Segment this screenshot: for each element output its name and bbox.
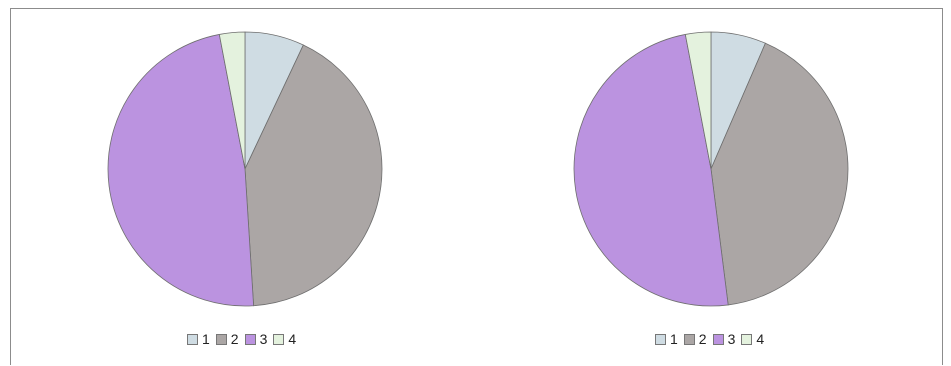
legend-label-3: 3 [259,331,268,347]
legend-label-1: 1 [670,331,678,347]
legend-label-1: 1 [202,331,210,347]
legend-swatch-4 [273,333,285,345]
chart-panel-right: 1 2 3 4 [477,8,943,365]
legend-label-4: 4 [756,331,765,347]
legend-item-1: 1 [655,331,678,347]
pie-slice-3 [573,33,729,307]
legend-swatch-2 [215,333,227,345]
legend-label-3: 3 [727,331,736,347]
legend-label-2: 2 [230,331,239,347]
pie-slice-2 [244,44,383,307]
legend-left: 1 2 3 4 [187,329,302,349]
legend-swatch-1 [655,333,666,345]
legend-swatch-1 [187,333,198,345]
legend-label-2: 2 [698,331,707,347]
chart-panel-left: 1 2 3 4 [10,8,478,365]
legend-right: 1 2 3 4 [655,329,770,349]
legend-item-2: 2 [215,331,239,347]
pie-slice-3 [107,33,255,307]
pie-chart-right [573,31,849,307]
legend-item-1: 1 [187,331,210,347]
legend-item-2: 2 [683,331,707,347]
pie-chart-left [107,31,383,307]
legend-item-3: 3 [712,331,736,347]
legend-swatch-3 [712,333,724,345]
pie-slice-4 [684,31,712,170]
legend-swatch-2 [683,333,695,345]
pie-slice-4 [218,31,246,170]
legend-label-4: 4 [288,331,297,347]
legend-swatch-3 [244,333,256,345]
legend-item-4: 4 [273,331,296,347]
legend-item-4: 4 [741,331,764,347]
legend-swatch-4 [741,333,753,345]
legend-item-3: 3 [244,331,268,347]
pie-slice-2 [710,42,849,306]
